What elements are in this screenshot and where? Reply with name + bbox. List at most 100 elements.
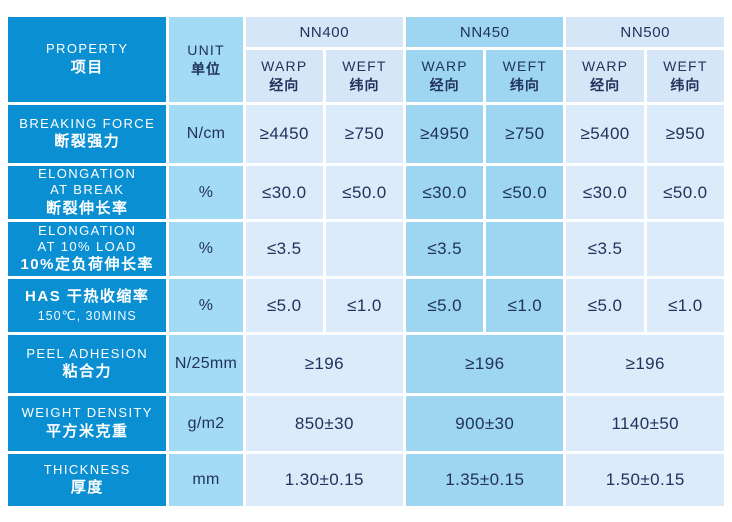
- unit-cell: %: [169, 222, 243, 276]
- value-cell: ≥750: [486, 105, 564, 163]
- value-cell: [646, 222, 724, 276]
- table-row: ELONGATION AT 10% LOAD 10%定负荷伸长率% ≤3.5 ≤3.5 ≤…: [8, 222, 724, 276]
- unit-cell: N/25mm: [169, 335, 243, 393]
- value-cell: ≤5.0: [245, 279, 323, 332]
- weft-header-nn500: WEFT 纬向: [646, 50, 724, 102]
- warp-en: WARP: [581, 58, 629, 75]
- value-cell: ≤1.0: [325, 279, 404, 332]
- property-cell: HAS 干热收缩率 150℃, 30MINS: [8, 279, 167, 332]
- warp-zh: 经向: [269, 77, 300, 93]
- property-cell: THICKNESS 厚度: [8, 454, 167, 506]
- table-row: WEIGHT DENSITY 平方米克重 g/m2 850±30 900±30 1140±…: [8, 396, 724, 451]
- value-cell: [486, 222, 564, 276]
- value-cell: ≤5.0: [406, 279, 484, 332]
- property-label-line: 粘合力: [62, 363, 112, 380]
- property-label-line: ELONGATION: [38, 222, 137, 238]
- property-label-line: ELONGATION: [38, 166, 137, 182]
- warp-header-nn500: WARP 经向: [566, 50, 644, 102]
- value-cell: ≥196: [566, 335, 724, 393]
- value-cell: ≥196: [245, 335, 404, 393]
- property-header-cell: PROPERTY 项目: [8, 17, 167, 102]
- value-cell: ≤50.0: [646, 166, 724, 219]
- unit-header-en: UNIT: [187, 41, 225, 58]
- group-header-nn450: NN450: [406, 17, 564, 47]
- weft-en: WEFT: [502, 58, 548, 75]
- property-label-line: THICKNESS: [43, 461, 131, 477]
- property-cell: ELONGATION AT 10% LOAD 10%定负荷伸长率: [8, 222, 167, 276]
- value-cell: 1.50±0.15: [566, 454, 724, 506]
- table-row: THICKNESS 厚度 mm 1.30±0.15 1.35±0.15 1.50±0.15: [8, 454, 724, 506]
- value-cell: ≤3.5: [245, 222, 323, 276]
- value-cell: ≥196: [406, 335, 564, 393]
- value-cell: ≤30.0: [566, 166, 644, 219]
- table-row: BREAKING FORCE 断裂强力 N/cm ≥4450 ≥750 ≥4950 ≥750…: [8, 105, 724, 163]
- unit-cell: mm: [169, 454, 243, 506]
- property-label-line: WEIGHT DENSITY: [21, 405, 153, 421]
- weft-zh: 纬向: [349, 77, 380, 93]
- property-label-line: 10%定负荷伸长率: [20, 256, 154, 274]
- value-cell: ≤3.5: [406, 222, 484, 276]
- value-cell: ≤3.5: [566, 222, 644, 276]
- table-row: PEEL ADHESION 粘合力 N/25mm ≥196 ≥196 ≥196: [8, 335, 724, 393]
- weft-zh: 纬向: [509, 77, 540, 93]
- value-cell: ≤30.0: [245, 166, 323, 219]
- warp-zh: 经向: [429, 77, 460, 93]
- property-cell: ELONGATION AT BREAK 断裂伸长率: [8, 166, 167, 219]
- value-cell: ≤1.0: [646, 279, 724, 332]
- unit-cell: %: [169, 166, 243, 219]
- property-label-line: HAS 干热收缩率: [25, 288, 150, 306]
- property-label-line: 断裂强力: [54, 133, 121, 150]
- weft-zh: 纬向: [670, 77, 701, 93]
- value-cell: ≤5.0: [566, 279, 644, 332]
- value-cell: ≤1.0: [486, 279, 564, 332]
- property-header-zh: 项目: [70, 58, 104, 76]
- property-label-line: AT BREAK: [50, 182, 125, 198]
- value-cell: ≥950: [646, 105, 724, 163]
- value-cell: 1.35±0.15: [406, 454, 564, 506]
- unit-cell: %: [169, 279, 243, 332]
- property-label-line: 断裂伸长率: [45, 199, 129, 217]
- value-cell: ≤30.0: [406, 166, 484, 219]
- value-cell: [325, 222, 404, 276]
- unit-cell: g/m2: [169, 396, 243, 451]
- warp-header-nn450: WARP 经向: [406, 50, 484, 102]
- header-row-groups: PROPERTY 项目 UNIT 单位 NN400 NN450 NN500: [8, 17, 724, 102]
- value-cell: ≥4450: [245, 105, 323, 163]
- value-cell: 1140±50: [566, 396, 724, 451]
- value-cell: 850±30: [245, 396, 404, 451]
- value-cell: ≥5400: [566, 105, 644, 163]
- unit-header-zh: 单位: [191, 60, 222, 77]
- warp-en: WARP: [261, 58, 308, 75]
- value-cell: 900±30: [406, 396, 564, 451]
- property-cell: BREAKING FORCE 断裂强力: [8, 105, 167, 163]
- value-cell: 1.30±0.15: [245, 454, 404, 506]
- group-header-nn400: NN400: [245, 17, 404, 47]
- property-label-line: 150℃, 30MINS: [37, 308, 137, 323]
- unit-header-cell: UNIT 单位: [169, 17, 243, 102]
- weft-header-nn400: WEFT 纬向: [325, 50, 404, 102]
- group-header-nn500: NN500: [566, 17, 724, 47]
- weft-en: WEFT: [663, 58, 708, 75]
- unit-cell: N/cm: [169, 105, 243, 163]
- weft-header-nn450: WEFT 纬向: [486, 50, 564, 102]
- table-row: HAS 干热收缩率 150℃, 30MINS% ≤5.0 ≤1.0 ≤5.0 ≤1.0 ≤5…: [8, 279, 724, 332]
- warp-header-nn400: WARP 经向: [245, 50, 323, 102]
- warp-zh: 经向: [590, 77, 621, 93]
- property-label-line: PEEL ADHESION: [26, 345, 149, 361]
- property-label-line: 厚度: [70, 479, 104, 496]
- spec-table: PROPERTY 项目 UNIT 单位 NN400 NN450 NN500 WA…: [5, 14, 727, 509]
- property-cell: PEEL ADHESION 粘合力: [8, 335, 167, 393]
- property-label-line: AT 10% LOAD: [37, 238, 137, 254]
- property-header-en: PROPERTY: [45, 41, 129, 57]
- weft-en: WEFT: [342, 58, 387, 75]
- table-row: ELONGATION AT BREAK 断裂伸长率% ≤30.0 ≤50.0 ≤30.0 ≤…: [8, 166, 724, 219]
- header-row-directions: WARP 经向 WEFT 纬向 WARP 经向 WEFT 纬向 WARP 经向 …: [8, 50, 724, 102]
- property-cell: WEIGHT DENSITY 平方米克重: [8, 396, 167, 451]
- value-cell: ≥4950: [406, 105, 484, 163]
- value-cell: ≤50.0: [325, 166, 404, 219]
- value-cell: ≥750: [325, 105, 404, 163]
- warp-en: WARP: [421, 58, 468, 75]
- property-label-line: BREAKING FORCE: [19, 115, 156, 131]
- value-cell: ≤50.0: [486, 166, 564, 219]
- property-label-line: 平方米克重: [45, 422, 129, 440]
